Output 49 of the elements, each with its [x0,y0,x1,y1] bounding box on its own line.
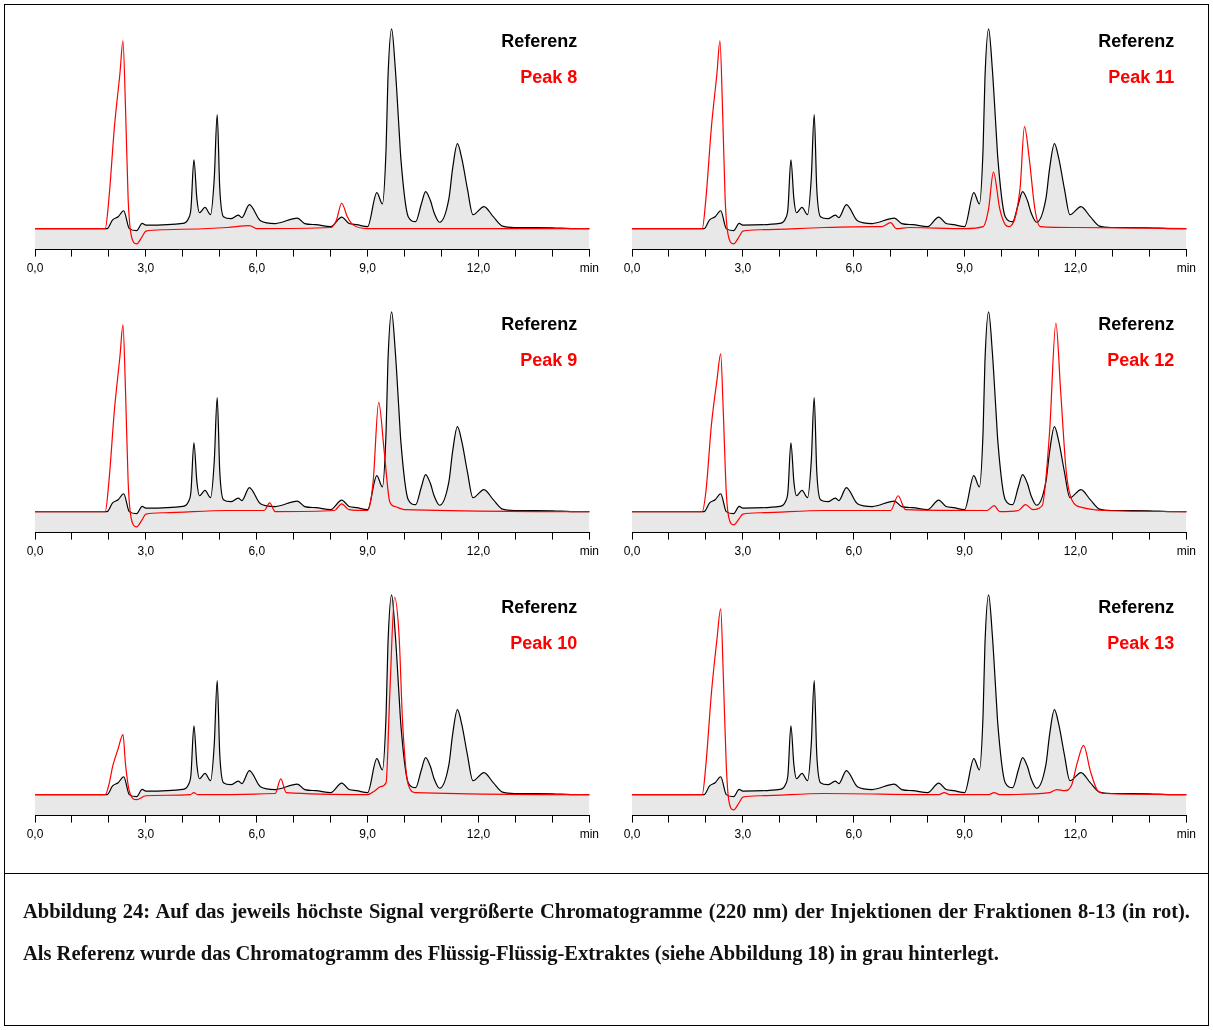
x-tick-label: 12,0 [1063,827,1088,842]
x-tick-label: 9,0 [956,544,974,559]
text: Peak 9 [520,349,578,370]
x-tick-label: 12,0 [1063,544,1088,559]
x-tick-label: 12,0 [1063,261,1088,276]
x-tick-label: 6,0 [248,261,266,276]
x-tick-label: min [1176,544,1196,559]
text: Peak 11 [1108,66,1175,87]
x-tick-label: min [579,261,599,276]
x-tick-label: 6,0 [845,827,863,842]
text: Peak 8 [520,66,578,87]
x-tick-label: 0,0 [623,827,641,842]
text: Peak 12 [1107,349,1175,370]
text: Referenz [501,313,578,334]
x-tick-label: min [1176,261,1196,276]
x-tick-label: 0,0 [623,261,641,276]
text: Referenz [1098,30,1175,51]
x-tick-label: 9,0 [359,827,377,842]
x-tick-label: 0,0 [26,544,44,559]
x-tick-label: 12,0 [466,827,491,842]
text: Referenz [501,30,578,51]
x-tick-label: min [579,827,599,842]
x-tick-label: 9,0 [956,827,974,842]
x-tick-label: 3,0 [734,544,752,559]
x-tick-label: 3,0 [137,827,155,842]
text: Referenz [1098,596,1175,617]
x-tick-label: 3,0 [137,261,155,276]
x-tick-label: 3,0 [734,261,752,276]
x-tick-label: 0,0 [26,261,44,276]
x-tick-label: 6,0 [845,544,863,559]
text: Referenz [1098,313,1175,334]
x-tick-label: min [1176,827,1196,842]
text: Referenz [501,596,578,617]
x-tick-label: 12,0 [466,261,491,276]
x-tick-label: 6,0 [845,261,863,276]
text: Abbildung 24: Auf das jeweils höchste Signal vergrößerte Chromatogramme (220 nm) der Injektionen der Fraktionen 8-13 (in rot). Als Referenz wurde das Chromatogramm des Flüssig-Flüssig-Extraktes (siehe Abbildung 18) in grau hinterlegt. [4,873,1209,1026]
x-tick-label: min [579,544,599,559]
x-tick-label: 6,0 [248,827,266,842]
x-tick-label: 9,0 [956,261,974,276]
text: Peak 13 [1107,632,1175,653]
x-tick-label: 3,0 [137,544,155,559]
x-tick-label: 9,0 [359,544,377,559]
x-tick-label: 9,0 [359,261,377,276]
x-tick-label: 3,0 [734,827,752,842]
x-tick-label: 12,0 [466,544,491,559]
text: Peak 10 [510,632,578,653]
x-tick-label: 6,0 [248,544,266,559]
x-tick-label: 0,0 [26,827,44,842]
x-tick-label: 0,0 [623,544,641,559]
